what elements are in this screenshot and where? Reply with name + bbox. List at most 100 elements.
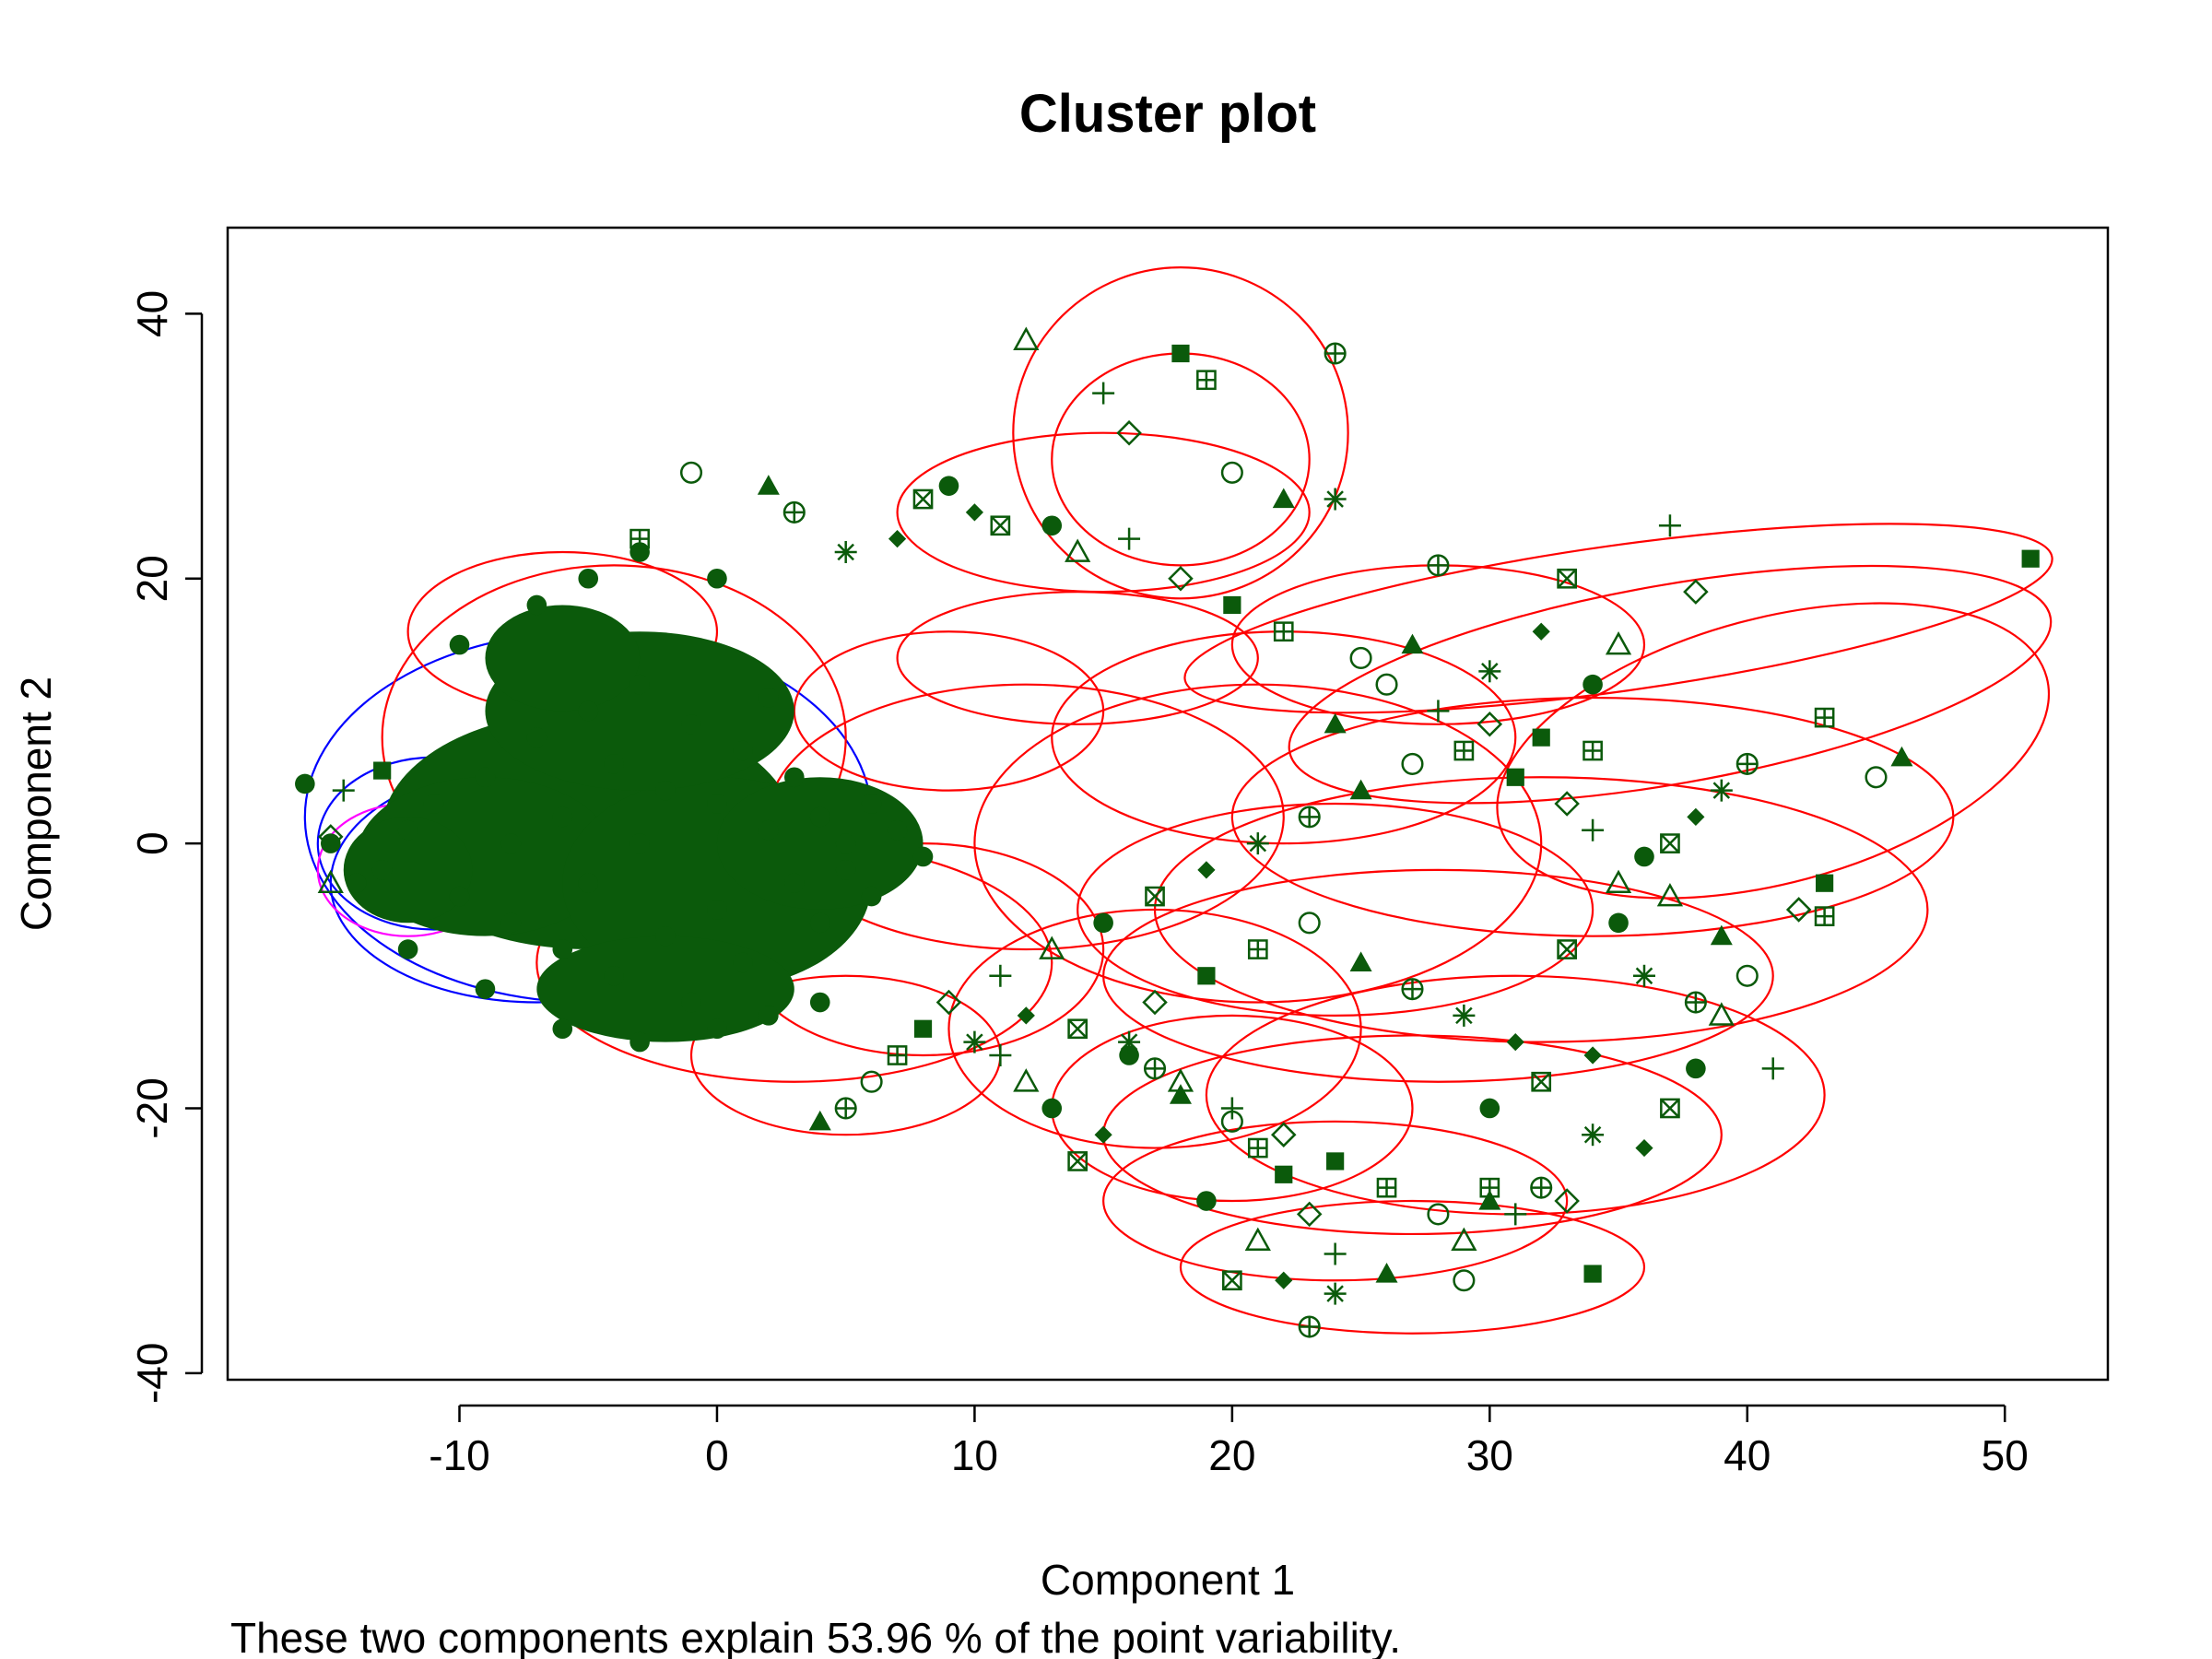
point-1-120 <box>1041 1098 1063 1119</box>
point-1-77 <box>1376 1177 1397 1198</box>
point-1-102 <box>1453 1269 1476 1292</box>
cluster-ellipse-29 <box>1183 523 2053 714</box>
point-1-82 <box>1635 1138 1653 1158</box>
point-1-96 <box>1479 1098 1500 1119</box>
point-1-63 <box>935 989 962 1016</box>
point-0-29 <box>809 806 830 828</box>
point-1-131 <box>1557 939 1578 959</box>
cluster-ellipse-18 <box>1102 1120 1569 1282</box>
point-0-44 <box>475 979 496 999</box>
cluster-ellipse-20 <box>947 908 1362 1149</box>
point-1-105 <box>1324 1282 1347 1305</box>
point-0-2 <box>423 794 444 814</box>
point-1-132 <box>1608 912 1629 934</box>
point-0-35 <box>912 846 934 867</box>
point-1-14 <box>1092 382 1115 405</box>
point-0-10 <box>578 700 599 722</box>
point-1-62 <box>989 964 1012 987</box>
point-1-91 <box>1710 924 1733 946</box>
point-0-24 <box>759 819 779 841</box>
point-1-50 <box>1582 818 1605 841</box>
point-1-108 <box>1196 1191 1217 1211</box>
y-tick-label-4: 40 <box>128 290 176 337</box>
point-1-8 <box>782 500 806 524</box>
point-0-13 <box>604 965 624 986</box>
chart-title: Cluster plot <box>1019 84 1316 144</box>
point-1-85 <box>1708 1002 1735 1026</box>
point-1-11 <box>912 488 934 510</box>
point-1-70 <box>1017 1006 1035 1025</box>
cluster-ellipse-30 <box>896 591 1259 725</box>
point-1-7 <box>757 475 780 495</box>
y-axis: -40 -20 0 20 40 <box>128 290 204 1404</box>
point-0-11 <box>578 873 599 894</box>
point-1-61 <box>1039 935 1065 959</box>
point-1-122 <box>989 1043 1012 1066</box>
point-0-39 <box>526 594 547 616</box>
point-1-42 <box>1865 766 1888 789</box>
point-1-29 <box>1273 621 1294 642</box>
point-1-17 <box>1196 370 1217 391</box>
point-1-9 <box>834 541 857 564</box>
point-0-15 <box>629 833 650 853</box>
point-0-34 <box>887 819 908 841</box>
point-1-33 <box>1478 660 1501 683</box>
point-1-30 <box>1349 646 1372 670</box>
point-0-5 <box>500 833 522 853</box>
point-1-104 <box>1298 1315 1321 1338</box>
point-1-87 <box>1785 897 1812 923</box>
point-0-12 <box>604 754 624 774</box>
point-1-0 <box>295 773 315 794</box>
point-1-84 <box>1686 1058 1706 1079</box>
point-1-24 <box>1041 515 1063 536</box>
point-0-19 <box>681 992 701 1013</box>
point-0-20 <box>707 794 727 814</box>
point-1-48 <box>1634 846 1654 867</box>
point-1-95 <box>1531 1071 1552 1092</box>
point-0-0 <box>371 860 393 880</box>
point-1-97 <box>1451 1227 1477 1251</box>
point-0-23 <box>733 952 753 973</box>
point-0-45 <box>552 1018 573 1040</box>
point-1-23 <box>990 515 1011 536</box>
point-0-6 <box>500 912 522 934</box>
point-1-41 <box>1814 707 1835 728</box>
point-1-54 <box>1401 752 1424 775</box>
point-1-117 <box>1118 1030 1141 1053</box>
point-1-69 <box>963 1030 986 1053</box>
point-1-133 <box>1656 883 1684 907</box>
y-tick-label-3: 20 <box>128 555 176 602</box>
point-0-8 <box>552 806 573 828</box>
point-1-90 <box>1735 964 1759 987</box>
point-1-88 <box>1816 874 1834 892</box>
point-0-4 <box>475 767 496 788</box>
point-0-18 <box>681 713 701 735</box>
point-1-39 <box>1683 579 1709 605</box>
point-1-18 <box>1220 461 1243 484</box>
point-0-32 <box>861 794 882 814</box>
cluster-ellipse-10 <box>896 431 1311 594</box>
point-0-40 <box>578 568 599 589</box>
point-1-137 <box>1583 740 1603 761</box>
point-1-121 <box>1013 1068 1040 1092</box>
cluster-ellipse-27 <box>793 630 1105 792</box>
core-blob-7 <box>536 935 794 1042</box>
point-1-114 <box>1220 1110 1243 1133</box>
point-1-57 <box>1246 832 1269 855</box>
point-0-33 <box>861 886 882 907</box>
point-1-113 <box>1247 1137 1268 1159</box>
point-0-26 <box>783 873 805 894</box>
point-1-71 <box>1067 1018 1088 1040</box>
point-1-19 <box>1272 488 1295 509</box>
point-0-21 <box>707 900 727 920</box>
point-1-93 <box>1632 964 1655 987</box>
point-1-15 <box>1116 419 1142 446</box>
point-1-94 <box>1583 1046 1602 1065</box>
point-1-59 <box>1145 886 1165 907</box>
cluster-ellipse-8 <box>1012 266 1349 600</box>
point-1-86 <box>1761 1057 1784 1080</box>
point-1-127 <box>1349 951 1372 972</box>
point-0-17 <box>655 925 676 947</box>
point-1-36 <box>1583 674 1603 695</box>
point-1-134 <box>1427 700 1450 723</box>
